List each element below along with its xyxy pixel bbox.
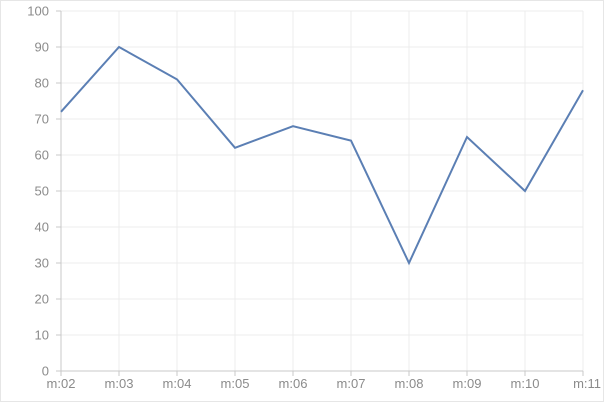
y-tick-label: 90 — [35, 40, 49, 55]
y-axis-tick-labels: 0 10 20 30 40 50 60 70 80 90 100 — [27, 4, 49, 379]
y-tick-label: 100 — [27, 4, 49, 19]
x-tick-label: m:02 — [47, 376, 76, 391]
x-tick-label: m:10 — [511, 376, 540, 391]
y-tick-label: 70 — [35, 112, 49, 127]
y-tick-label: 0 — [42, 364, 49, 379]
x-tick-label: m:05 — [221, 376, 250, 391]
x-tick-label: m:06 — [279, 376, 308, 391]
x-tick-label: m:08 — [395, 376, 424, 391]
x-tick-label: m:09 — [453, 376, 482, 391]
x-tick-label: m:04 — [163, 376, 192, 391]
x-tick-label: m:07 — [337, 376, 366, 391]
x-tick-label: m:11 — [573, 376, 601, 391]
x-tick-label: m:03 — [105, 376, 134, 391]
axes — [56, 10, 584, 376]
y-tick-label: 80 — [35, 76, 49, 91]
y-tick-label: 20 — [35, 292, 49, 307]
y-tick-label: 40 — [35, 220, 49, 235]
y-tick-label: 50 — [35, 184, 49, 199]
y-tick-label: 30 — [35, 256, 49, 271]
series-line-0 — [60, 45, 584, 266]
grid-lines — [61, 10, 584, 371]
series-layer — [60, 45, 584, 266]
y-tick-label: 10 — [35, 328, 49, 343]
y-tick-label: 60 — [35, 148, 49, 163]
x-axis-tick-labels: m:02 m:03 m:04 m:05 m:06 m:07 m:08 m:09 m:10 m:11 — [47, 376, 601, 391]
